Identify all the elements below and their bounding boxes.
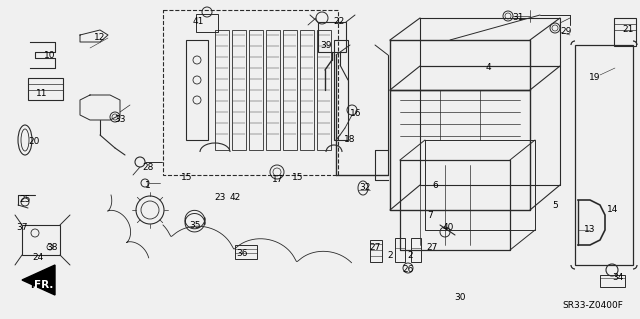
Bar (249, 30, 263, 150)
Text: FR.: FR. (30, 280, 48, 290)
Bar (283, 30, 297, 150)
Bar (215, 30, 229, 150)
Text: 32: 32 (359, 183, 371, 192)
Polygon shape (22, 265, 55, 295)
Bar (575, 45, 633, 265)
Text: 22: 22 (333, 18, 344, 26)
Text: 5: 5 (552, 201, 558, 210)
Text: 23: 23 (214, 194, 226, 203)
Text: 2: 2 (407, 250, 413, 259)
Text: 4: 4 (485, 63, 491, 72)
Bar (186, 40, 208, 140)
Text: 6: 6 (432, 181, 438, 189)
Text: 7: 7 (427, 211, 433, 219)
Text: 11: 11 (36, 88, 48, 98)
Text: 18: 18 (344, 136, 356, 145)
Text: 34: 34 (612, 273, 624, 283)
Text: 39: 39 (320, 41, 332, 49)
Text: 17: 17 (272, 175, 284, 184)
Text: 37: 37 (16, 224, 28, 233)
Bar (163, 10, 338, 175)
Bar (232, 30, 246, 150)
Text: 40: 40 (442, 224, 454, 233)
Text: 42: 42 (229, 194, 241, 203)
Text: 20: 20 (28, 137, 40, 146)
Text: 27: 27 (426, 243, 438, 253)
Bar (196, 14, 218, 32)
Text: 24: 24 (33, 254, 44, 263)
Bar (370, 240, 382, 262)
Bar (600, 275, 625, 287)
Bar (22, 225, 60, 255)
Bar (411, 238, 421, 262)
Bar (614, 18, 636, 46)
Text: 21: 21 (622, 26, 634, 34)
Bar (28, 78, 63, 100)
Text: 25: 25 (19, 196, 31, 204)
Text: SR33-Z0400F: SR33-Z0400F (562, 300, 623, 309)
Text: 35: 35 (189, 220, 201, 229)
Text: FR.: FR. (34, 280, 53, 290)
Text: 31: 31 (512, 12, 524, 21)
Text: 1: 1 (145, 181, 151, 189)
Text: 10: 10 (44, 50, 56, 60)
Bar (266, 30, 280, 150)
Text: 36: 36 (236, 249, 248, 258)
Text: 27: 27 (369, 243, 381, 253)
Bar (318, 22, 346, 52)
Text: 41: 41 (192, 18, 204, 26)
Text: 30: 30 (454, 293, 466, 302)
Text: 38: 38 (46, 243, 58, 253)
Text: 28: 28 (142, 164, 154, 173)
Text: 2: 2 (387, 250, 393, 259)
Text: 16: 16 (350, 108, 362, 117)
Text: 15: 15 (292, 174, 304, 182)
Text: 12: 12 (94, 33, 106, 42)
Text: 14: 14 (607, 205, 619, 214)
Text: 19: 19 (589, 73, 601, 83)
Bar (235, 245, 257, 259)
Text: 15: 15 (181, 174, 193, 182)
Text: 33: 33 (115, 115, 125, 124)
Text: 13: 13 (584, 226, 596, 234)
Bar (395, 238, 405, 262)
Bar (334, 40, 348, 140)
Bar (317, 30, 331, 150)
Text: 29: 29 (560, 27, 572, 36)
Bar (300, 30, 314, 150)
Text: 26: 26 (403, 265, 413, 275)
